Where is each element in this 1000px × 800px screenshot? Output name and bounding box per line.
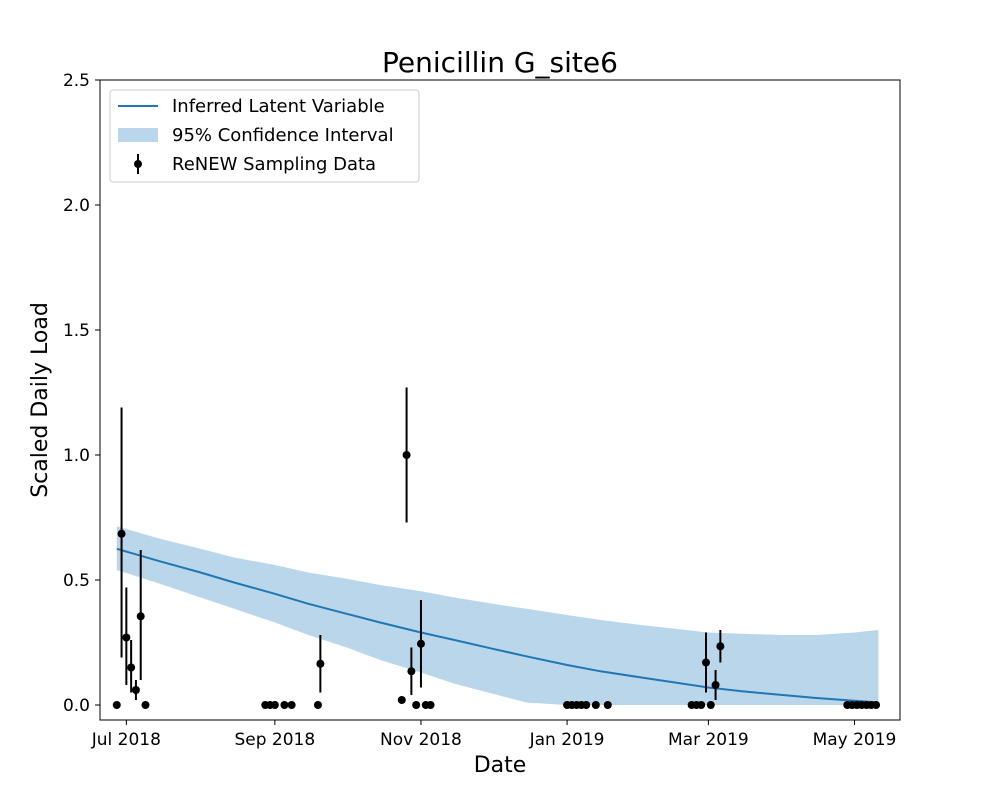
data-point (313, 701, 322, 709)
x-tick-label: Mar 2019 (668, 730, 749, 750)
x-axis-title: Date (474, 753, 527, 778)
legend: Inferred Latent Variable 95% Confidence I… (109, 89, 420, 183)
data-point (582, 701, 591, 709)
data-point (603, 701, 612, 709)
data-point (701, 658, 710, 667)
data-point (711, 681, 720, 689)
data-point (131, 686, 140, 694)
data-point (716, 642, 725, 651)
data-point (697, 701, 706, 709)
data-point (117, 529, 126, 538)
y-tick-label: 2.5 (63, 71, 90, 91)
y-tick-label: 0.0 (63, 696, 90, 716)
data-point (122, 633, 131, 642)
x-tick-label: May 2019 (813, 730, 897, 750)
y-axis-title: Scaled Daily Load (28, 302, 53, 498)
data-point (397, 696, 406, 704)
y-tick-label: 2.0 (63, 196, 90, 216)
data-point (407, 667, 416, 676)
y-tick-label: 1.5 (63, 321, 90, 341)
axes: Jul 2018 Sep 2018 Nov 2018 Jan 2019 Mar 2019… (63, 71, 901, 750)
data-point (280, 701, 289, 709)
data-point (426, 701, 435, 709)
data-point (141, 701, 150, 709)
x-tick-label: Jul 2018 (91, 730, 161, 750)
legend-box (109, 89, 420, 183)
plot-frame (99, 79, 901, 721)
data-point (706, 701, 715, 709)
data-point (412, 701, 421, 709)
data-point (112, 701, 121, 709)
x-tick-label: Nov 2018 (380, 730, 462, 750)
data-point (270, 701, 279, 709)
chart-title: Penicillin G_site6 (382, 46, 618, 79)
data-point (402, 451, 411, 459)
data-point (416, 639, 425, 648)
data-point (136, 612, 145, 621)
data-point (287, 701, 296, 709)
legend-label: ReNEW Sampling Data (172, 154, 376, 175)
data-point (591, 701, 600, 709)
y-tick-label: 0.5 (63, 571, 90, 591)
x-tick-label: Sep 2018 (234, 730, 315, 750)
legend-label: Inferred Latent Variable (172, 96, 385, 117)
legend-band-swatch (118, 128, 158, 142)
x-tick-label: Jan 2019 (529, 730, 605, 750)
data-point (316, 659, 325, 668)
latent-variable-line (116, 547, 879, 704)
legend-point-swatch (134, 160, 142, 168)
legend-label: 95% Confidence Interval (172, 125, 394, 146)
data-point (872, 701, 881, 709)
y-tick-label: 1.0 (63, 446, 90, 466)
data-point (127, 663, 136, 672)
confidence-band (116, 526, 879, 705)
plot-area (112, 387, 881, 709)
